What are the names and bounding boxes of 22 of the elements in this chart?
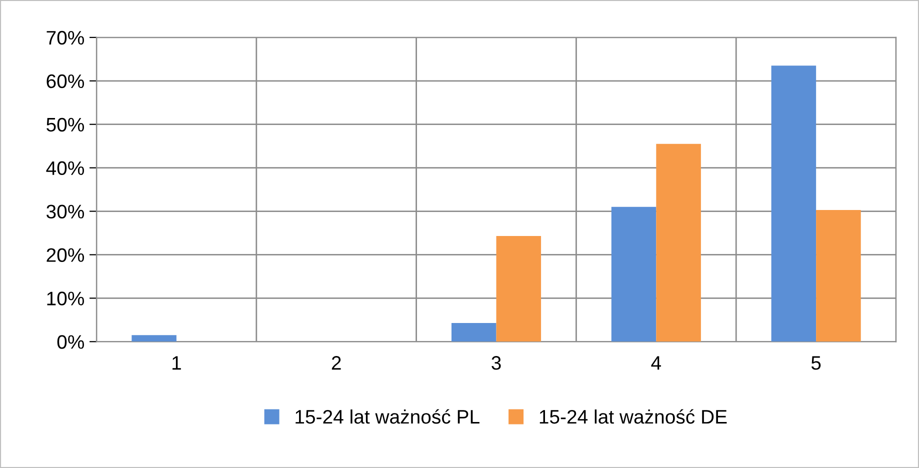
y-tick-label: 30%: [46, 204, 84, 219]
x-tick-label: 5: [811, 356, 821, 370]
x-tick-label: 2: [332, 356, 341, 370]
bar: [771, 66, 816, 342]
bar: [816, 210, 861, 342]
y-tick-label: 50%: [46, 118, 84, 132]
y-tick-label: 10%: [47, 292, 84, 306]
x-tick-label: 4: [651, 356, 662, 370]
bar: [496, 236, 542, 342]
x-tick-label: 3: [492, 356, 501, 370]
legend-label: 15-24 lat ważność DE: [540, 409, 727, 424]
y-tick-label: 60%: [46, 74, 84, 88]
y-tick-label: 20%: [46, 248, 84, 262]
y-tick-label: 70%: [46, 30, 84, 45]
legend-label: 15-24 lat ważność PL: [296, 409, 480, 424]
bar: [451, 322, 496, 342]
y-tick-label: 40%: [46, 161, 84, 176]
y-tick-label: 0%: [57, 335, 84, 349]
bar: [656, 144, 701, 342]
bar: [611, 206, 656, 342]
x-tick-label: 1: [172, 356, 181, 370]
bar: [132, 335, 176, 342]
